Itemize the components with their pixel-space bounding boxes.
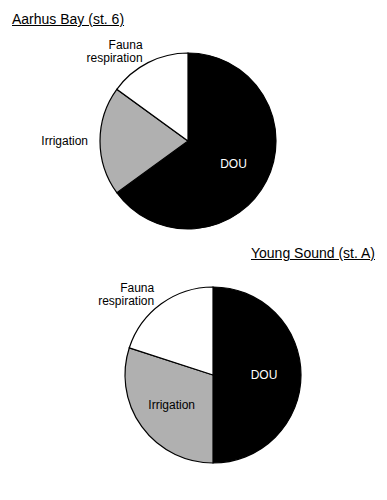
svg-text:Irrigation: Irrigation [41, 134, 88, 148]
svg-text:Faunarespiration: Faunarespiration [98, 281, 154, 308]
svg-text:DOU: DOU [220, 157, 247, 171]
svg-text:Faunarespiration: Faunarespiration [87, 38, 143, 65]
svg-text:Irrigation: Irrigation [148, 398, 195, 412]
svg-text:DOU: DOU [251, 368, 278, 382]
html-text:Aarhus Bay (st. 6): Aarhus Bay (st. 6) [12, 11, 124, 27]
html-text:Young Sound (st. A): Young Sound (st. A) [251, 245, 375, 261]
